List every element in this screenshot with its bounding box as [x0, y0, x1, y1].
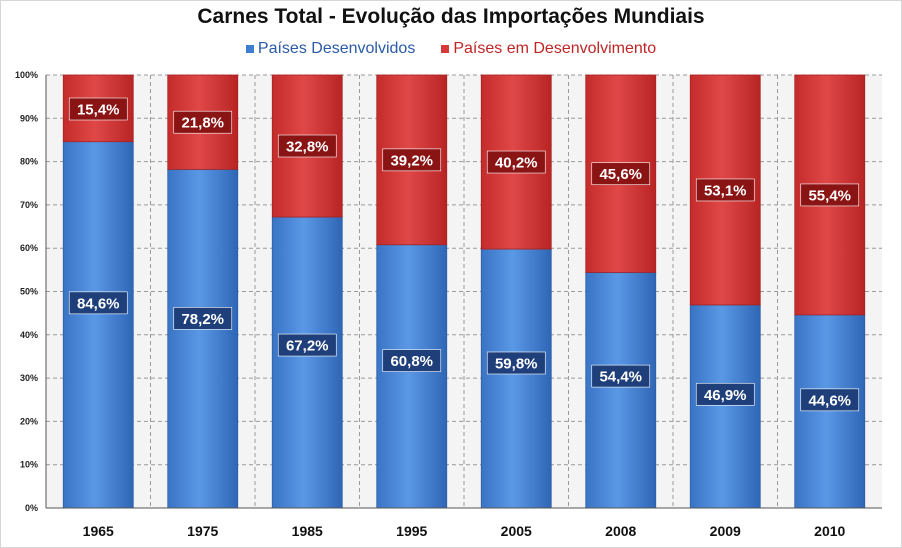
label-developed-1975: 78,2% [181, 311, 224, 328]
label-bg-developed-1965 [68, 291, 128, 315]
label-developed-2009: 46,9% [704, 387, 747, 404]
x-tick-2010: 2010 [814, 523, 845, 539]
bar-developed-2010 [794, 314, 866, 509]
legend-swatch-developing [441, 45, 450, 53]
y-tick-label: 80% [20, 157, 38, 167]
y-tick-label: 90% [20, 113, 38, 123]
label-bg-developed-2010 [800, 388, 860, 412]
label-developing-1985: 32,8% [286, 139, 329, 156]
bar-developed-2008 [585, 272, 657, 509]
bars [62, 74, 866, 509]
bar-developed-1975 [167, 168, 239, 509]
chart-title: Carnes Total - Evolução das Importações … [197, 5, 705, 28]
label-developed-2010: 44,6% [808, 392, 851, 409]
label-bg-developed-2008 [591, 364, 651, 388]
chart-legend: Países Desenvolvidos Países em Desenvolv… [0, 40, 902, 58]
y-tick-label: 60% [20, 243, 38, 253]
y-tick-label: 0% [25, 503, 38, 513]
y-tick-label: 40% [20, 330, 38, 340]
label-developing-2010: 55,4% [808, 187, 851, 204]
x-tick-1985: 1985 [292, 523, 323, 539]
x-tick-1965: 1965 [83, 523, 114, 539]
label-bg-developed-1975 [173, 307, 233, 330]
label-developing-1975: 21,8% [181, 115, 224, 132]
y-tick-label: 50% [20, 287, 38, 297]
y-tick-label: 20% [20, 416, 38, 426]
x-tick-1995: 1995 [396, 523, 427, 539]
label-bg-developing-2009 [695, 178, 755, 202]
data-labels: 84,6% 15,4% 78,2% 21,8% 67,2% 32,8% 60,8% 39,2%… [68, 97, 860, 412]
label-bg-developing-1995 [382, 148, 442, 172]
label-bg-developed-2005 [486, 351, 546, 375]
label-developing-2008: 45,6% [599, 166, 642, 183]
bar-developed-2005 [480, 248, 552, 509]
label-developing-2005: 40,2% [495, 155, 538, 172]
label-bg-developing-2008 [591, 162, 651, 186]
bar-developed-1985 [271, 216, 343, 509]
x-tick-2009: 2009 [710, 523, 741, 539]
bar-developed-2009 [689, 304, 761, 509]
y-tick-label: 30% [20, 373, 38, 383]
x-tick-1975: 1975 [187, 523, 218, 539]
legend-swatch-developed [245, 45, 254, 53]
label-developed-1995: 60,8% [390, 353, 433, 370]
y-tick-label: 10% [20, 460, 38, 470]
label-developed-2005: 59,8% [495, 355, 538, 372]
legend-item-developing: Países em Desenvolvimento [441, 40, 656, 58]
x-tick-2005: 2005 [501, 523, 532, 539]
legend-item-developed: Países Desenvolvidos [245, 40, 416, 58]
legend-label-developed: Países Desenvolvidos [257, 40, 416, 57]
label-bg-developing-1975 [173, 110, 233, 134]
label-developed-2008: 54,4% [599, 369, 642, 386]
legend-label-developing: Países em Desenvolvimento [453, 40, 657, 57]
label-bg-developing-2005 [486, 150, 546, 174]
label-developed-1965: 84,6% [77, 295, 120, 312]
label-bg-developed-1995 [382, 349, 442, 372]
label-bg-developed-2009 [695, 382, 755, 406]
bar-developed-1995 [376, 244, 448, 509]
label-developing-1965: 15,4% [77, 102, 120, 119]
label-bg-developing-2010 [800, 183, 860, 207]
y-tick-label: 100% [15, 70, 38, 80]
label-developing-1995: 39,2% [390, 152, 433, 169]
label-bg-developing-1965 [68, 97, 128, 121]
label-bg-developing-1985 [277, 134, 337, 158]
label-bg-developed-1985 [277, 333, 337, 357]
label-developed-1985: 67,2% [286, 338, 329, 355]
bar-developed-1965 [62, 141, 134, 509]
y-tick-label: 70% [20, 200, 38, 210]
axes: 1965 1975 1985 1995 2005 2008 2009 2010 0% 10% 20%… [15, 70, 882, 539]
x-tick-2008: 2008 [605, 523, 636, 539]
label-developing-2009: 53,1% [704, 182, 747, 199]
